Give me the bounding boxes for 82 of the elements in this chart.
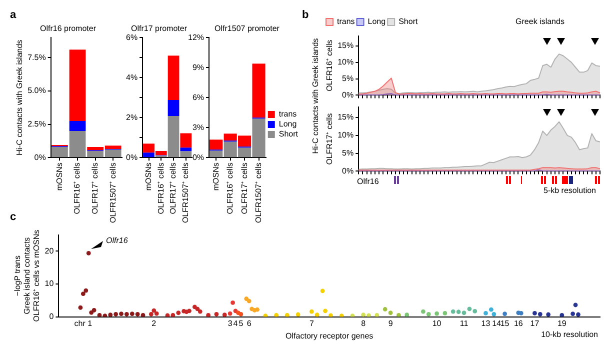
x-tick-label: OLFR1507⁺ cells [181, 162, 190, 223]
x-tick-label: 16 [514, 318, 524, 328]
x-tick-label: 4 [233, 318, 238, 328]
bar [69, 120, 86, 131]
y-tick-label: 15% [338, 41, 354, 50]
y-tick-label: 3% [192, 122, 204, 132]
bar [168, 100, 180, 116]
bar [168, 56, 180, 100]
legend-label: Long [368, 17, 386, 26]
x-tick-label: 6 [246, 318, 252, 328]
y-tick-label: 5% [342, 148, 354, 158]
text: Hi-C contacts with Greek islands [311, 38, 320, 154]
legend-label: trans [278, 110, 297, 119]
y-tick-label: 15% [338, 112, 354, 122]
x-tick-label: chr 1 [74, 318, 93, 328]
y-tick-label: 0% [192, 152, 204, 162]
x-tick-label: mOSNs [54, 162, 64, 191]
x-tick-label: 3 [228, 318, 233, 328]
y-tick-label: 2% [126, 112, 138, 122]
x-tick-label: OLFR16⁺ cells [226, 162, 235, 214]
x-tick-label: OLFR17⁺ cells [168, 162, 178, 214]
y-tick-label: 7.5% [28, 52, 46, 62]
x-tick-label: 9 [388, 318, 394, 328]
y-tick-label: 0% [342, 166, 354, 176]
text: 10-kb resolution [541, 330, 598, 339]
x-tick-label: 8 [361, 318, 366, 328]
y-tick-label: 6% [126, 32, 138, 42]
y-tick-label: 5.0% [28, 86, 46, 96]
y-tick-label: 0% [126, 152, 138, 162]
x-tick-label: mOSNs [144, 162, 153, 191]
chart-title: Olfr1507 promoter [214, 24, 280, 34]
y-tick-label: 20 [44, 246, 54, 256]
bar [69, 50, 86, 121]
y-tick-label: 12% [188, 32, 204, 42]
x-tick-label: OLFR16⁺ cells [72, 162, 82, 214]
bar [180, 133, 192, 148]
y-tick-label: 0 [49, 312, 54, 322]
x-tick-label: 10 [432, 318, 442, 328]
x-tick-label: mOSNs [211, 162, 220, 191]
legend-label: trans [337, 17, 355, 26]
y-tick-label: 2.5% [28, 120, 46, 128]
y-axis-title: Hi-C contacts with Greek islands [15, 40, 24, 156]
y-tick-label: 10 [44, 279, 54, 288]
x-tick-label: OLFR16⁺ cells [156, 162, 166, 214]
bar [252, 64, 266, 118]
x-tick-label: 2 [152, 318, 157, 328]
text: c [10, 211, 16, 223]
x-tick-label: 19 [557, 318, 567, 328]
y-tick-label: 10% [338, 130, 354, 140]
x-tick-label: 13 [481, 318, 491, 328]
x-tick-label: 15 [500, 318, 510, 328]
y-tick-label: 0% [342, 90, 354, 100]
x-tick-label: 17 [530, 318, 540, 328]
chart-title: Olfr16 promoter [40, 24, 96, 34]
x-tick-label: 14 [492, 318, 502, 328]
x-tick-label: OLFR17⁺ cells [90, 162, 100, 214]
legend-label: Short [278, 130, 299, 139]
text: b [302, 9, 309, 21]
x-tick-label: OLFR1507⁺ cells [254, 162, 263, 223]
x-axis-title: Olfactory receptor genes [286, 331, 374, 340]
y-tick-label: 4% [126, 72, 138, 82]
y-axis-title: OLFR16⁺ cells [325, 40, 334, 92]
y-axis-title: −logP trans Greek island contacts OLFR16⁺ cells vs mOSNs [13, 230, 42, 322]
y-tick-label: 9% [192, 62, 204, 72]
x-tick-label: 11 [460, 318, 469, 328]
text: a [10, 9, 16, 21]
text: 5-kb resolution [544, 186, 596, 195]
legend-label: Short [398, 17, 418, 26]
chart-title: Olfr17 promoter [130, 24, 188, 34]
text: Greek islands [516, 17, 564, 26]
x-tick-label: 7 [309, 318, 314, 328]
x-tick-label: OLFR17⁺ cells [240, 162, 249, 214]
y-tick-label: 6% [192, 92, 204, 102]
y-tick-label: 0% [34, 152, 46, 162]
annotation: Olfr16 [106, 236, 128, 245]
bar [180, 148, 192, 152]
x-tick-label: 5 [238, 318, 244, 328]
text: Olfr16 [357, 177, 379, 186]
y-tick-label: 5% [342, 74, 354, 83]
x-tick-label: OLFR1507⁺ cells [108, 162, 118, 223]
legend-label: Long [278, 120, 297, 129]
y-tick-label: 10% [338, 58, 354, 67]
